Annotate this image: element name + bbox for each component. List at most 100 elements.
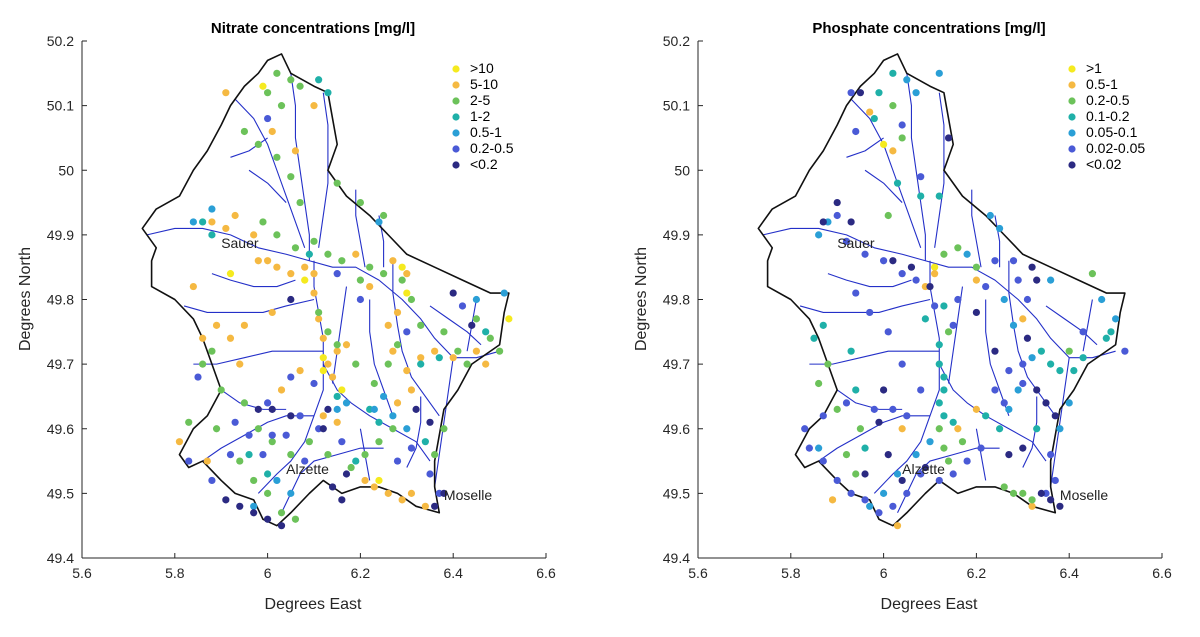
data-point xyxy=(884,451,892,459)
y-tick-label: 49.5 xyxy=(47,485,74,501)
data-point xyxy=(407,295,416,304)
data-point xyxy=(250,231,258,239)
data-point xyxy=(287,373,295,381)
data-point xyxy=(917,192,925,200)
data-point xyxy=(866,502,874,510)
data-point xyxy=(296,198,304,207)
data-point xyxy=(403,328,411,336)
data-point xyxy=(338,257,346,265)
data-point xyxy=(1056,366,1064,375)
river-line xyxy=(322,363,431,462)
data-point xyxy=(250,476,258,485)
data-point xyxy=(852,470,860,478)
data-point xyxy=(889,257,897,265)
river-line xyxy=(406,396,422,468)
data-point xyxy=(917,470,925,478)
data-point xyxy=(1014,276,1022,284)
data-point xyxy=(833,211,841,220)
data-point xyxy=(940,373,948,381)
data-point xyxy=(310,237,318,245)
series-4 xyxy=(189,205,508,510)
data-point xyxy=(185,457,193,465)
series-3 xyxy=(199,76,490,478)
river-line xyxy=(234,98,306,248)
y-tick-label: 50.1 xyxy=(663,98,690,114)
data-point xyxy=(259,451,267,459)
data-point xyxy=(264,89,272,97)
data-point xyxy=(324,89,332,97)
place-label: Alzette xyxy=(902,461,945,477)
data-point xyxy=(1056,425,1064,433)
series-2 xyxy=(815,102,1096,504)
data-point xyxy=(852,127,860,136)
data-point xyxy=(403,366,411,375)
river-line xyxy=(369,299,394,417)
data-point xyxy=(352,457,360,465)
data-point xyxy=(880,140,888,148)
data-point xyxy=(1047,496,1055,504)
data-point xyxy=(407,444,416,452)
data-point xyxy=(982,412,990,420)
data-point xyxy=(1019,360,1027,368)
data-point xyxy=(440,489,448,497)
river-line xyxy=(762,227,1116,359)
river-line xyxy=(906,73,926,261)
data-point xyxy=(1121,347,1129,355)
x-tick-label: 5.8 xyxy=(165,565,185,581)
data-point xyxy=(319,366,327,375)
data-point xyxy=(431,347,439,355)
data-point xyxy=(389,412,397,420)
data-point xyxy=(328,373,337,381)
data-point xyxy=(417,360,425,368)
data-point xyxy=(226,451,235,459)
data-point xyxy=(819,321,827,329)
data-point xyxy=(449,354,457,362)
data-point xyxy=(208,476,216,485)
data-point xyxy=(287,451,295,459)
data-point xyxy=(361,476,369,485)
legend-label: 0.02-0.05 xyxy=(1086,140,1145,156)
data-point xyxy=(231,211,239,220)
place-label: Moselle xyxy=(444,487,492,503)
data-point xyxy=(203,457,211,465)
y-tick-label: 49.4 xyxy=(663,550,690,566)
data-point xyxy=(268,127,276,136)
data-point xyxy=(254,257,262,265)
data-point xyxy=(912,276,920,284)
river-line xyxy=(392,260,440,417)
data-point xyxy=(250,502,258,510)
legend: >10.5-10.2-0.50.1-0.20.05-0.10.02-0.05<0… xyxy=(1068,60,1145,172)
data-point xyxy=(884,328,892,336)
data-point xyxy=(1019,489,1027,497)
data-point xyxy=(426,418,434,426)
series-6 xyxy=(222,289,476,530)
data-point xyxy=(866,308,874,317)
legend-marker xyxy=(1068,161,1076,169)
data-point xyxy=(486,334,494,342)
data-point xyxy=(847,218,855,226)
data-point xyxy=(380,270,388,278)
data-point xyxy=(264,489,272,497)
data-point xyxy=(277,386,286,394)
river-line xyxy=(934,92,945,248)
legend-marker xyxy=(452,145,460,153)
series-5 xyxy=(185,114,467,497)
data-point xyxy=(833,476,841,485)
data-point xyxy=(856,89,865,97)
data-point xyxy=(375,476,383,485)
data-point xyxy=(935,192,943,200)
y-tick-label: 49.9 xyxy=(47,227,74,243)
data-point xyxy=(903,412,911,420)
data-point xyxy=(189,218,197,226)
data-point xyxy=(996,425,1004,433)
data-point xyxy=(264,257,272,265)
data-point xyxy=(875,509,883,517)
data-point xyxy=(324,405,332,413)
series-5 xyxy=(801,89,1129,517)
data-point xyxy=(1047,276,1055,284)
data-point xyxy=(815,444,823,452)
data-point xyxy=(449,289,457,297)
data-point xyxy=(884,211,892,220)
data-point xyxy=(324,250,332,258)
